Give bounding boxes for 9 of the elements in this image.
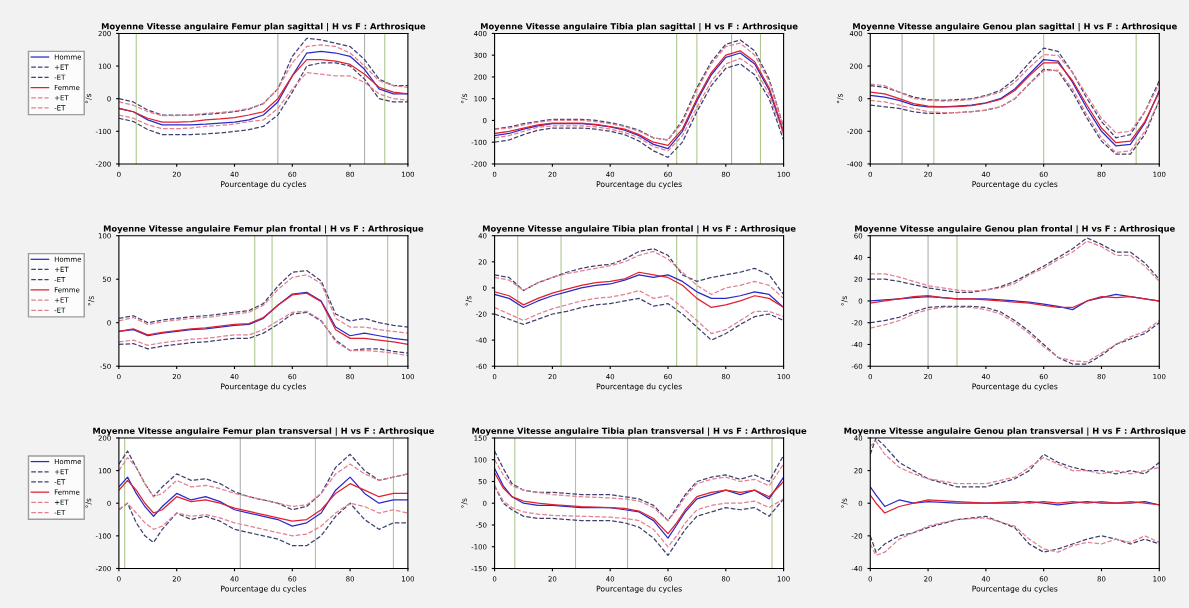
chart-title: Moyenne Vitesse angulaire Tibia plan sagittal | H vs F : Arthrosique <box>480 22 798 32</box>
chart-title: Moyenne Vitesse angulaire Tibia plan transversal | H vs F : Arthrosique <box>472 427 807 436</box>
chart-title: Moyenne Vitesse angulaire Femur plan sagittal | H vs F : Arthrosique <box>101 22 426 32</box>
chart-title: Moyenne Vitesse angulaire Tibia plan frontal | H vs F : Arthrosique <box>482 225 796 234</box>
chart-title: Moyenne Vitesse angulaire Genou plan sagittal | H vs F : Arthrosique <box>853 22 1177 32</box>
chart-title: Moyenne Vitesse angulaire Femur plan frontal | H vs F : Arthrosique <box>103 225 424 234</box>
chart-title: Moyenne Vitesse angulaire Genou plan frontal | H vs F : Arthrosique <box>855 225 1175 234</box>
chart-title: Moyenne Vitesse angulaire Femur plan transversal | H vs F : Arthrosique <box>93 427 434 436</box>
chart-title: Moyenne Vitesse angulaire Genou plan transversal | H vs F : Arthrosique <box>844 427 1186 436</box>
